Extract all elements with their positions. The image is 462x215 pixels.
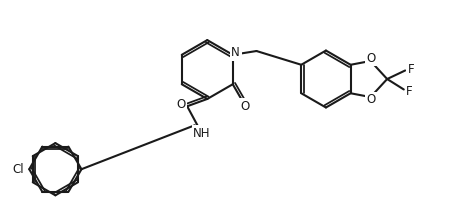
Text: NH: NH [193,127,211,140]
Text: F: F [407,63,414,75]
Text: O: O [240,100,249,113]
Text: Cl: Cl [12,163,24,176]
Text: O: O [176,98,185,111]
Text: N: N [231,46,240,59]
Text: O: O [367,52,376,65]
Text: F: F [406,85,413,98]
Text: O: O [367,93,376,106]
